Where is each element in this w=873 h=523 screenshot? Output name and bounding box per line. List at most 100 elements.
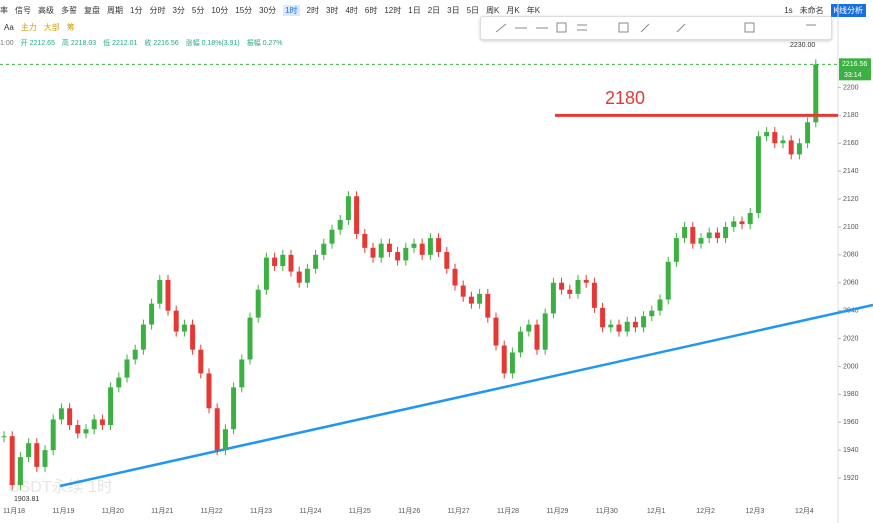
period-button[interactable]: 15分 bbox=[235, 5, 253, 15]
candle bbox=[526, 324, 532, 332]
toolbar-item[interactable]: 1s bbox=[784, 5, 793, 15]
period-button[interactable]: 3分 bbox=[172, 5, 185, 15]
candle bbox=[755, 136, 761, 213]
candle bbox=[75, 425, 81, 434]
y-tick-label: 2180 bbox=[843, 112, 859, 119]
period-button[interactable]: 1时 bbox=[283, 4, 300, 16]
floating-toolbar bbox=[480, 16, 832, 40]
y-tick-label: 2140 bbox=[843, 168, 859, 175]
top-toolbar: 率信号 高级 多誓 复盘 周期 1分 分时 3分 5分 10分 15分 30分 1时 2时 3时 4时 6时 12… bbox=[0, 3, 873, 17]
period-button[interactable]: 1分 bbox=[130, 5, 143, 15]
toolbar-item[interactable]: 未命名 bbox=[799, 5, 824, 15]
tool-item[interactable]: 筹 bbox=[66, 22, 75, 32]
candle bbox=[649, 310, 655, 317]
candle bbox=[501, 345, 507, 374]
candle bbox=[591, 282, 597, 308]
period-button[interactable]: 30分 bbox=[259, 5, 277, 15]
candle bbox=[411, 243, 417, 248]
candle bbox=[616, 324, 622, 332]
toolbar-item[interactable]: 周期 bbox=[107, 5, 123, 15]
period-button[interactable]: 1日 bbox=[408, 5, 421, 15]
period-button[interactable]: 分时 bbox=[149, 5, 166, 15]
period-button[interactable]: 月K bbox=[506, 5, 520, 15]
x-tick-label: 11月23 bbox=[250, 507, 272, 515]
candle bbox=[181, 324, 187, 332]
toolbar-item[interactable]: 高级 bbox=[38, 5, 54, 15]
candle bbox=[91, 419, 97, 430]
candle bbox=[362, 233, 368, 248]
y-tick-label: 2000 bbox=[843, 363, 859, 370]
candle bbox=[403, 247, 409, 261]
period-button[interactable]: 5分 bbox=[191, 5, 205, 15]
period-button[interactable]: 10分 bbox=[211, 5, 229, 15]
candle bbox=[313, 254, 319, 269]
candle bbox=[255, 289, 261, 318]
candle bbox=[395, 252, 401, 261]
period-button[interactable]: 4时 bbox=[345, 5, 358, 15]
period-button[interactable]: 6时 bbox=[364, 5, 378, 15]
candle bbox=[731, 221, 737, 227]
price-tag-label: 2216.56 bbox=[842, 61, 867, 68]
candle bbox=[632, 321, 638, 328]
candle bbox=[452, 268, 458, 286]
candle bbox=[280, 254, 286, 266]
toolbar-item[interactable]: 复盘 bbox=[84, 5, 100, 15]
candle bbox=[329, 229, 335, 244]
candle bbox=[370, 247, 376, 258]
candle bbox=[214, 408, 220, 451]
tool-item[interactable]: 大部 bbox=[43, 22, 60, 32]
candle bbox=[682, 226, 688, 239]
candle bbox=[50, 419, 56, 451]
candle bbox=[140, 324, 146, 350]
y-tick-label: 2040 bbox=[843, 307, 859, 314]
candle bbox=[518, 331, 524, 353]
period-button[interactable]: 2时 bbox=[306, 5, 319, 15]
toolbar-item[interactable]: 多誓 bbox=[61, 5, 77, 15]
candle bbox=[190, 324, 196, 350]
candle bbox=[698, 238, 704, 244]
candle bbox=[34, 443, 40, 467]
ohlc-field: 收 2216.56 bbox=[144, 40, 179, 47]
candle bbox=[485, 293, 491, 318]
candle bbox=[222, 429, 228, 451]
tool-item[interactable]: Aa bbox=[4, 22, 14, 32]
candle bbox=[345, 196, 351, 220]
toolbar-item[interactable]: 信号 bbox=[15, 5, 31, 15]
candle bbox=[263, 257, 269, 290]
candle bbox=[723, 226, 729, 239]
toolbar-item[interactable]: 率 bbox=[0, 5, 8, 15]
x-tick-label: 12月3 bbox=[746, 507, 765, 515]
candle bbox=[583, 279, 589, 283]
period-button[interactable]: 5日 bbox=[466, 5, 480, 15]
candle bbox=[296, 271, 302, 283]
period-button[interactable]: 2日 bbox=[427, 5, 441, 15]
candle bbox=[321, 243, 327, 255]
candle bbox=[796, 143, 802, 155]
y-tick-label: 1980 bbox=[843, 391, 859, 398]
candle bbox=[165, 279, 171, 311]
period-button[interactable]: 年K bbox=[526, 5, 541, 15]
candle bbox=[739, 221, 745, 225]
candle bbox=[231, 387, 237, 430]
level-label: 2180 bbox=[605, 88, 645, 108]
period-button[interactable]: 周K bbox=[486, 5, 500, 15]
x-tick-label: 11月21 bbox=[151, 507, 173, 515]
candle bbox=[157, 279, 163, 304]
x-tick-label: 11月24 bbox=[299, 507, 321, 515]
candle bbox=[772, 132, 778, 144]
candle bbox=[805, 122, 811, 144]
candle bbox=[600, 307, 606, 328]
candle bbox=[419, 243, 425, 255]
candle bbox=[780, 140, 786, 144]
period-button[interactable]: 3时 bbox=[325, 5, 339, 15]
candle bbox=[132, 349, 138, 360]
tool-item[interactable]: 主力 bbox=[20, 22, 37, 32]
period-button[interactable]: 12时 bbox=[384, 5, 402, 15]
candle bbox=[67, 408, 73, 426]
period-button[interactable]: 3日 bbox=[447, 5, 460, 15]
candle bbox=[272, 257, 278, 266]
toolbar-item[interactable]: K线分析 bbox=[830, 3, 866, 17]
y-tick-label: 2020 bbox=[843, 335, 859, 342]
